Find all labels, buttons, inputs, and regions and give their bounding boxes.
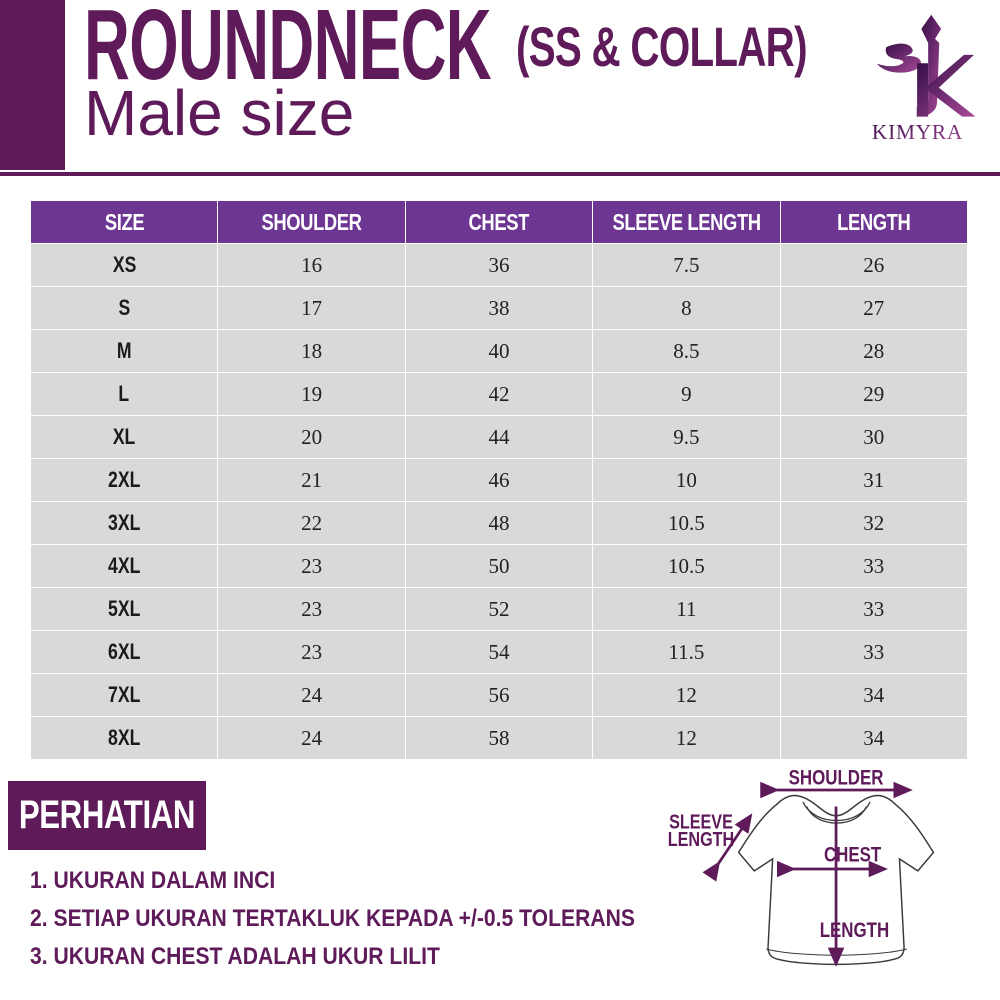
svg-text:LENGTH: LENGTH xyxy=(668,827,734,850)
svg-text:CHEST: CHEST xyxy=(824,844,882,867)
svg-text:KIMYRA: KIMYRA xyxy=(872,120,963,144)
svg-text:SHOULDER: SHOULDER xyxy=(789,767,884,790)
svg-text:LENGTH: LENGTH xyxy=(820,919,889,942)
